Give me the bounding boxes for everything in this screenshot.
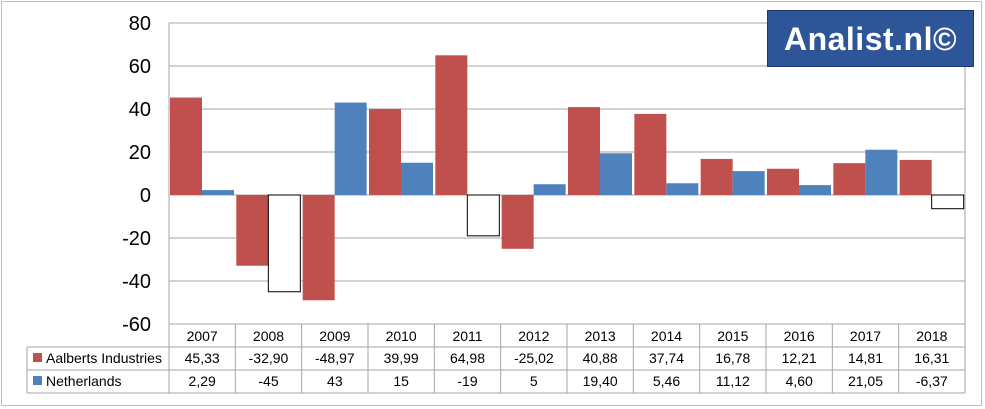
data-label: 64,98 — [450, 350, 485, 366]
bar-aalberts-2010 — [369, 109, 401, 195]
series-name: Netherlands — [46, 373, 122, 389]
bars — [170, 55, 965, 301]
bar-netherlands-2010 — [401, 162, 433, 195]
bar-aalberts-2014 — [634, 113, 667, 195]
y-tick-label: 20 — [129, 142, 151, 164]
data-label: -48,97 — [315, 350, 355, 366]
legend-key-aalberts — [33, 353, 42, 362]
analist-logo: Analist.nl© — [767, 10, 974, 67]
bar-aalberts-2016 — [767, 168, 799, 195]
bar-netherlands-2008 — [267, 194, 301, 293]
data-label: 19,40 — [583, 373, 618, 389]
data-label: 39,99 — [384, 350, 419, 366]
x-tick-label: 2012 — [518, 328, 549, 344]
x-tick-label: 2016 — [784, 328, 815, 344]
bar-netherlands-2016 — [799, 185, 831, 195]
bar-aalberts-2011 — [435, 55, 468, 195]
data-label: -19 — [457, 373, 477, 389]
data-label: -6,37 — [916, 373, 948, 389]
bar-netherlands-2014 — [666, 183, 699, 195]
data-label: 15 — [393, 373, 409, 389]
data-label: 16,31 — [914, 350, 949, 366]
x-tick-label: 2009 — [319, 328, 350, 344]
data-label: 4,60 — [786, 373, 813, 389]
bar-netherlands-2013 — [600, 153, 632, 195]
data-label: 21,05 — [848, 373, 883, 389]
data-label: -32,90 — [249, 350, 289, 366]
bar-aalberts-2018 — [899, 159, 932, 195]
x-tick-label: 2018 — [916, 328, 947, 344]
x-tick-label: 2015 — [717, 328, 748, 344]
data-label: -25,02 — [514, 350, 554, 366]
x-tick-label: 2014 — [651, 328, 682, 344]
bar-aalberts-2008 — [236, 195, 269, 266]
y-tick-label: 80 — [129, 13, 151, 35]
bar-aalberts-2007 — [170, 97, 202, 195]
bar-netherlands-2018 — [931, 194, 965, 210]
x-tick-label: 2017 — [850, 328, 881, 344]
bar-aalberts-2015 — [700, 158, 733, 195]
data-label: 14,81 — [848, 350, 883, 366]
bar-aalberts-2017 — [833, 163, 866, 195]
y-axis-ticks: 80 60 40 20 0 -20 -40 -60 — [122, 13, 151, 336]
y-tick-label: 0 — [140, 185, 151, 207]
x-tick-label: 2008 — [253, 328, 284, 344]
bar-netherlands-2009 — [334, 102, 367, 195]
data-label: 40,88 — [583, 350, 618, 366]
bar-aalberts-2012 — [501, 195, 534, 249]
y-tick-label: 40 — [129, 99, 151, 121]
x-tick-label: 2013 — [585, 328, 616, 344]
x-tick-label: 2010 — [386, 328, 417, 344]
y-tick-label: -60 — [122, 314, 151, 336]
data-label: -45 — [258, 373, 278, 389]
data-label: 11,12 — [716, 373, 750, 389]
x-tick-label: 2007 — [187, 328, 218, 344]
data-label: 45,33 — [185, 350, 220, 366]
data-label: 2,29 — [189, 373, 216, 389]
y-tick-label: 60 — [129, 56, 151, 78]
legend-key-netherlands — [33, 376, 42, 385]
bar-aalberts-2013 — [568, 107, 600, 195]
data-label: 16,78 — [715, 350, 750, 366]
bar-netherlands-2007 — [202, 190, 234, 195]
data-label: 43 — [327, 373, 343, 389]
bar-netherlands-2015 — [732, 171, 765, 195]
data-label: 12,21 — [782, 350, 817, 366]
series-name: Aalberts Industries — [46, 350, 162, 366]
bar-aalberts-2009 — [302, 195, 335, 301]
y-tick-label: -40 — [122, 271, 151, 293]
data-label: 5 — [530, 373, 538, 389]
data-label: 5,46 — [653, 373, 680, 389]
bar-netherlands-2017 — [865, 149, 898, 195]
data-label: 37,74 — [649, 350, 684, 366]
bar-netherlands-2012 — [533, 184, 566, 195]
y-tick-label: -20 — [122, 228, 151, 250]
x-tick-label: 2011 — [452, 328, 482, 344]
bar-netherlands-2011 — [466, 194, 500, 237]
data-table: 2007 2008 2009 2010 2011 2012 2013 2014 2015 2016… — [26, 323, 966, 394]
